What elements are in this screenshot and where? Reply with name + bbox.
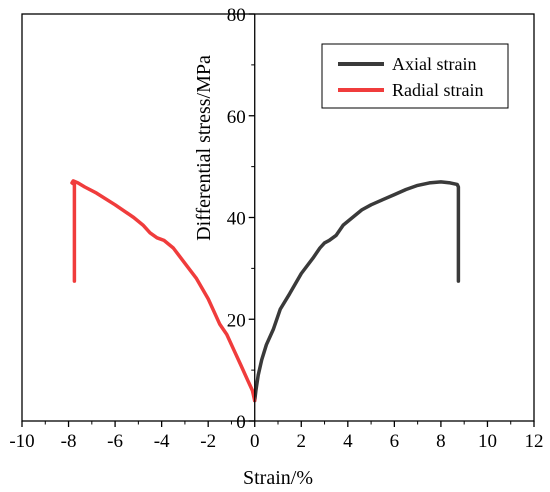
x-tick-label: -2 — [200, 431, 216, 452]
legend: Axial strain Radial strain — [321, 43, 509, 109]
y-tick-label: 60 — [227, 107, 246, 128]
x-tick-label: 6 — [390, 431, 400, 452]
series-line-axial — [252, 180, 461, 403]
y-tick-label: 20 — [227, 310, 246, 331]
x-axis-title: Strain/% — [243, 467, 313, 489]
x-tick-label: 4 — [343, 431, 353, 452]
y-tick-label: 0 — [236, 412, 246, 433]
x-tick-label: 8 — [436, 431, 446, 452]
axis-layer: -10 -8 -6 -4 -2 0 2 4 6 8 10 12 0 20 40 60 80 — [9, 5, 543, 452]
x-tick-label: -6 — [107, 431, 123, 452]
series-line-radial — [70, 179, 257, 403]
y-axis-title: Differential stress/MPa — [193, 55, 215, 241]
x-tick-label: 10 — [478, 431, 497, 452]
x-tick-label: -4 — [154, 431, 170, 452]
legend-label-axial: Axial strain — [392, 54, 476, 74]
legend-label-radial: Radial strain — [392, 80, 483, 100]
series-layer — [70, 179, 461, 403]
y-tick-label: 80 — [227, 5, 246, 26]
y-tick-label: 40 — [227, 209, 246, 230]
x-tick-label: 2 — [297, 431, 307, 452]
x-tick-label: 12 — [525, 431, 544, 452]
x-tick-label: -10 — [9, 431, 34, 452]
legend-box — [321, 43, 509, 109]
x-tick-label: 0 — [250, 431, 260, 452]
x-tick-label: -8 — [61, 431, 77, 452]
